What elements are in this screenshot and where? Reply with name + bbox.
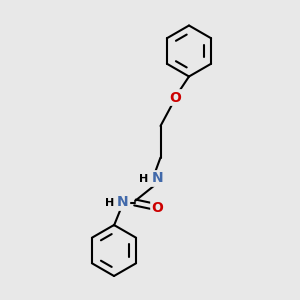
Text: O: O [152,202,164,215]
Text: H: H [105,197,114,208]
Text: N: N [152,172,163,185]
Text: N: N [117,196,129,209]
Text: H: H [139,173,148,184]
Text: O: O [169,91,181,104]
